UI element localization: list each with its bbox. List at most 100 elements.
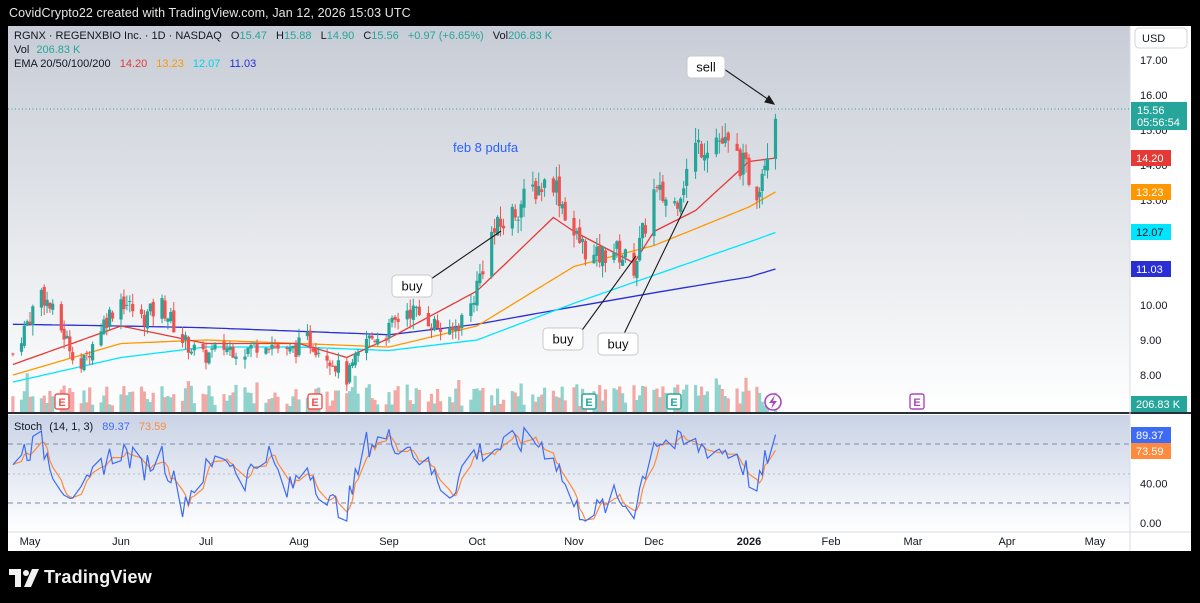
volume-bar xyxy=(632,385,636,412)
currency-selector[interactable]: USD xyxy=(1134,27,1188,49)
chart-svg[interactable]: buy buy buy sell feb 8 pdufa E E E E xyxy=(8,26,1191,551)
brand-name[interactable]: TradingView xyxy=(44,567,152,587)
candle-body xyxy=(723,136,727,144)
candle-body xyxy=(682,188,686,196)
legend-high: 15.88 xyxy=(284,30,312,42)
footer-bar xyxy=(0,553,1200,603)
ema50-badge: 13.23 xyxy=(1131,184,1171,200)
volume-bar xyxy=(51,396,55,412)
candle-body xyxy=(744,152,748,160)
tradingview-logo-icon[interactable] xyxy=(9,567,39,589)
time-axis[interactable]: May Jun Jul Aug Sep Oct Nov Dec 2026 Feb Mar Apr May xyxy=(20,536,1106,548)
candle-body xyxy=(540,189,544,192)
volume-bar xyxy=(638,395,642,412)
volume-bar xyxy=(387,392,391,412)
candle-body xyxy=(408,309,412,319)
sell-arrow xyxy=(723,68,773,103)
legend-line1: RGNX · REGENXBIO Inc. · 1D · NASDAQ O15.… xyxy=(14,30,553,42)
candle-body xyxy=(658,184,662,190)
volume-bar xyxy=(370,398,374,412)
volume-bar xyxy=(513,392,517,412)
volume-bar xyxy=(356,393,360,412)
volume-bar xyxy=(131,391,135,412)
volume-bar xyxy=(563,400,567,412)
annotation-buy2: buy xyxy=(542,327,584,351)
chart-panel[interactable]: buy buy buy sell feb 8 pdufa E E E E xyxy=(8,26,1191,551)
candle-body xyxy=(635,260,639,279)
time-tick-label: Sep xyxy=(379,536,399,548)
candle-body xyxy=(623,249,627,258)
earnings-markers[interactable]: E E E E E xyxy=(54,393,925,411)
volume-bar xyxy=(531,394,535,412)
candle-body xyxy=(498,218,503,227)
sell-label: sell xyxy=(696,60,716,75)
earnings-icon[interactable]: E xyxy=(666,393,682,410)
volume-bar xyxy=(664,392,668,412)
volume-bar xyxy=(460,405,464,412)
volume-bar xyxy=(540,394,544,412)
stoch-d-badge: 73.59 xyxy=(1131,443,1171,459)
candle-body xyxy=(618,240,622,263)
stoch-layer xyxy=(12,426,777,522)
volume-bar xyxy=(71,392,75,412)
share-caption-bar: CovidCrypto22 created with TradingView.c… xyxy=(0,0,1200,26)
volume-bar xyxy=(88,387,92,412)
legend-vol-value: 206.83 K xyxy=(36,44,81,56)
ema200-badge: 11.03 xyxy=(1131,261,1171,277)
price-pane-bg[interactable] xyxy=(8,26,1130,412)
volume-bar xyxy=(39,398,43,412)
candle-body xyxy=(376,339,380,345)
volume-bar xyxy=(122,386,126,412)
stoch-k-line xyxy=(12,426,777,522)
candle-body xyxy=(414,306,418,309)
candle-body xyxy=(493,228,497,233)
ema200-line xyxy=(12,268,776,336)
legend-close: 15.56 xyxy=(371,30,399,42)
legend-vol-inline: 206.83 K xyxy=(508,30,553,42)
volume-bar xyxy=(432,403,437,412)
candle-body xyxy=(572,217,576,236)
candles-layer[interactable] xyxy=(11,113,778,391)
pane-separator[interactable] xyxy=(8,412,1191,414)
volume-bar xyxy=(210,396,214,412)
ema50-line xyxy=(12,191,776,376)
stoch-tick-label: 0.00 xyxy=(1140,518,1161,530)
volume-bar xyxy=(516,396,520,412)
candle-body xyxy=(583,241,587,260)
volume-bar xyxy=(228,395,232,412)
earnings-icon[interactable]: E xyxy=(54,393,70,410)
candle-body xyxy=(294,344,298,357)
candle-body xyxy=(222,341,226,350)
candle-body xyxy=(534,181,538,200)
candle-body xyxy=(234,356,238,359)
volume-bar xyxy=(163,397,167,412)
earnings-icon[interactable]: E xyxy=(307,393,323,410)
candle-body xyxy=(763,165,767,171)
legend-vol-label: Vol xyxy=(14,44,29,56)
volume-bar xyxy=(48,391,52,412)
volume-bar xyxy=(145,399,149,412)
volume-bar xyxy=(373,399,377,412)
ema-layer xyxy=(12,157,776,383)
flash-event-icon[interactable] xyxy=(764,393,782,411)
volume-bar xyxy=(537,396,541,412)
candle-body xyxy=(726,132,730,141)
candle-body xyxy=(255,344,259,353)
volume-bar xyxy=(348,391,352,412)
time-tick-label: Jul xyxy=(199,536,213,548)
candle-body xyxy=(457,325,461,331)
candle-body xyxy=(679,198,683,212)
candle-body xyxy=(773,118,778,160)
candle-body xyxy=(288,347,292,352)
volume-bar xyxy=(493,405,497,412)
volume-bar xyxy=(246,392,250,412)
earnings-icon[interactable]: E xyxy=(581,393,597,410)
time-tick-label: Feb xyxy=(822,536,841,548)
volume-bar xyxy=(186,381,190,412)
volume-bar xyxy=(575,384,579,412)
volume-bar xyxy=(554,396,558,412)
candle-body xyxy=(516,219,520,221)
candle-body xyxy=(537,186,541,196)
upcoming-earnings-icon[interactable]: E xyxy=(909,393,925,410)
volume-bar xyxy=(714,378,718,412)
